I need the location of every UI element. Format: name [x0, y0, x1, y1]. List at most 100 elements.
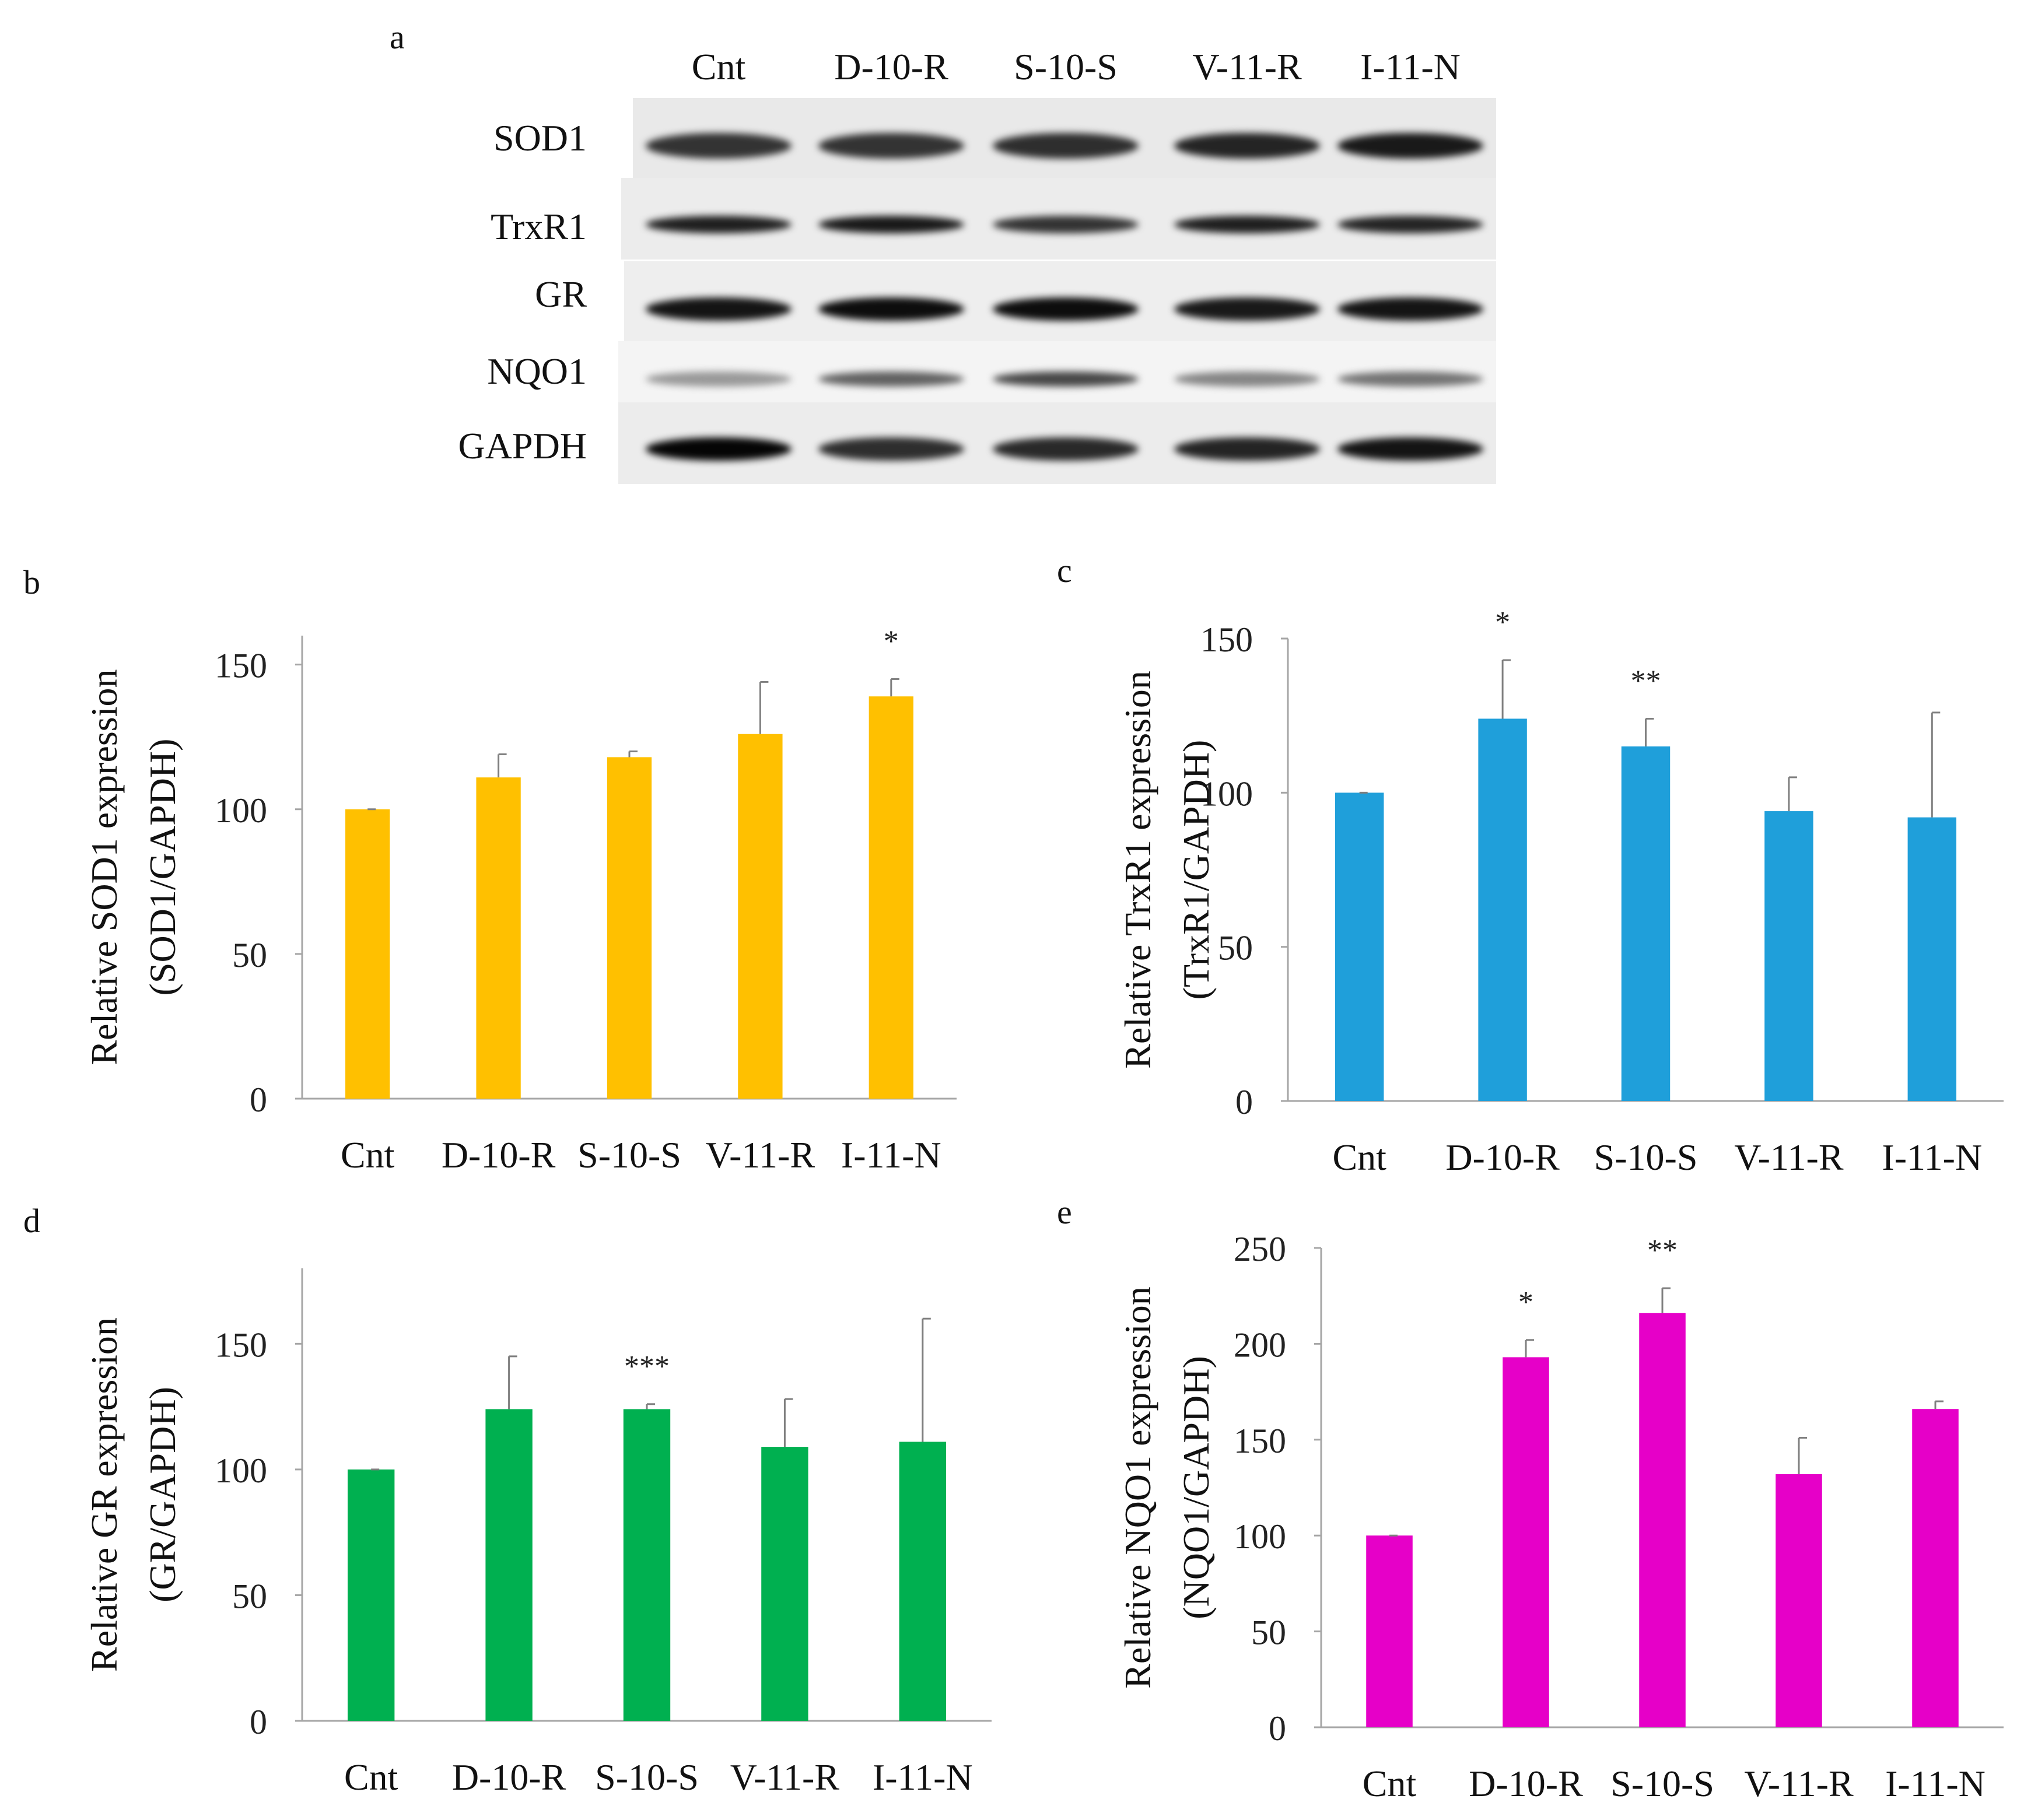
blot-band — [818, 133, 964, 159]
blot-band — [818, 216, 964, 233]
y-axis-title: (TrxR1/GAPDH) — [1175, 740, 1217, 1000]
bar — [485, 1409, 533, 1721]
blot-band — [1337, 216, 1483, 233]
significance-label: ** — [1647, 1234, 1678, 1267]
blot-band — [818, 437, 964, 461]
panel-letter-d: d — [23, 1202, 40, 1240]
y-tick-label: 100 — [1234, 1517, 1286, 1556]
x-tick-label: V-11-R — [706, 1134, 815, 1176]
bar — [1912, 1409, 1959, 1727]
x-tick-label: Cnt — [341, 1134, 395, 1176]
blot-band — [1337, 371, 1483, 387]
significance-label: * — [884, 625, 899, 658]
blot-band — [993, 371, 1139, 387]
blot-band — [993, 297, 1139, 321]
blot-lane-label: I-11-N — [1360, 46, 1461, 87]
blot-band — [1337, 297, 1483, 321]
x-tick-label: V-11-R — [1734, 1137, 1844, 1178]
blot-band — [818, 371, 964, 387]
y-tick-label: 100 — [215, 1451, 267, 1490]
bar — [899, 1442, 946, 1721]
y-axis-title: Relative SOD1 expression — [83, 669, 125, 1065]
bar — [1776, 1474, 1822, 1727]
blot-band-label: GR — [535, 273, 587, 315]
x-tick-label: S-10-S — [577, 1134, 681, 1176]
y-tick-label: 150 — [215, 1325, 267, 1364]
bar — [1639, 1313, 1686, 1727]
x-tick-label: I-11-N — [1882, 1137, 1982, 1178]
chart-sod1: 0 50 100 150 Relative SOD1 expression (SOD1/G… — [83, 625, 957, 1176]
chart-trxr1: 0 50 100 150 Relative TrxR1 expression (TrxR1… — [1117, 606, 2004, 1178]
x-tick-label: Cnt — [1332, 1137, 1386, 1178]
x-tick-label: V-11-R — [1744, 1763, 1854, 1804]
x-tick-label: D-10-R — [442, 1134, 556, 1176]
y-axis-title: Relative TrxR1 expression — [1117, 671, 1158, 1069]
y-tick-label: 150 — [215, 647, 267, 685]
blot-band — [646, 297, 792, 321]
blot-band — [1174, 133, 1320, 159]
significance-label: ** — [1631, 664, 1661, 697]
x-tick-label: I-11-N — [841, 1134, 941, 1176]
bar — [869, 696, 913, 1099]
x-tick-label: S-10-S — [1610, 1763, 1714, 1804]
bar — [476, 777, 521, 1099]
significance-label: * — [1518, 1286, 1533, 1319]
bar — [607, 757, 652, 1099]
x-tick-label: D-10-R — [1469, 1763, 1583, 1804]
chart-gr: 0 50 100 150 Relative GR expression (GR/GAPDH… — [83, 1268, 992, 1798]
blot-band-label: GAPDH — [458, 425, 587, 467]
bar — [1366, 1535, 1413, 1727]
blot-band — [1337, 133, 1483, 159]
bar — [345, 809, 390, 1099]
blot-band — [993, 437, 1139, 461]
x-tick-label: I-11-N — [873, 1756, 973, 1798]
y-tick-label: 200 — [1234, 1325, 1286, 1364]
y-tick-label: 150 — [1200, 620, 1253, 659]
y-axis-title: (NQO1/GAPDH) — [1175, 1356, 1217, 1619]
y-tick-label: 0 — [250, 1703, 267, 1741]
panel-letter-e: e — [1057, 1193, 1072, 1231]
blot-lane-label: S-10-S — [1014, 46, 1118, 87]
y-tick-label: 0 — [1235, 1083, 1253, 1121]
y-axis-title: Relative NQO1 expression — [1117, 1286, 1158, 1689]
bar — [1621, 746, 1671, 1101]
y-tick-label: 100 — [215, 791, 267, 830]
x-tick-label: I-11-N — [1885, 1763, 1986, 1804]
y-axis-title: Relative GR expression — [83, 1317, 125, 1672]
x-tick-label: Cnt — [1363, 1763, 1417, 1804]
y-tick-label: 0 — [250, 1081, 267, 1119]
blot-band-label: NQO1 — [487, 350, 587, 392]
significance-label: *** — [624, 1350, 670, 1383]
bar — [738, 734, 783, 1099]
blot-band — [1174, 371, 1320, 387]
blot-lane-label: D-10-R — [834, 46, 948, 87]
panel-letter-a: a — [390, 18, 405, 56]
bar — [761, 1447, 808, 1721]
blot-band-label: SOD1 — [493, 117, 587, 159]
y-tick-label: 50 — [232, 936, 267, 974]
bar — [1478, 718, 1527, 1101]
bar — [1335, 792, 1384, 1101]
blot-band — [1337, 437, 1483, 461]
bar — [1503, 1357, 1549, 1727]
y-tick-label: 150 — [1234, 1422, 1286, 1460]
blot-band — [646, 437, 792, 461]
y-axis-title: (SOD1/GAPDH) — [142, 739, 183, 996]
y-tick-label: 50 — [232, 1577, 267, 1615]
blot-band — [993, 133, 1139, 159]
y-axis-title: (GR/GAPDH) — [142, 1387, 183, 1602]
blot-band — [1174, 437, 1320, 461]
x-tick-label: S-10-S — [1594, 1137, 1698, 1178]
x-tick-label: D-10-R — [452, 1756, 566, 1798]
western-blot: Cnt D-10-R S-10-S V-11-R I-11-N SOD1 Trx… — [0, 0, 2024, 502]
x-tick-label: Cnt — [344, 1756, 398, 1798]
chart-nqo1: 0 50 100 150 200 250 Relative NQO1 expression (… — [1117, 1230, 2004, 1804]
blot-band — [646, 371, 792, 387]
bar — [623, 1409, 671, 1721]
blot-band — [993, 216, 1139, 233]
significance-label: * — [1495, 606, 1510, 639]
blot-band — [1174, 297, 1320, 321]
panel-letter-b: b — [23, 563, 40, 601]
blot-band — [646, 216, 792, 233]
